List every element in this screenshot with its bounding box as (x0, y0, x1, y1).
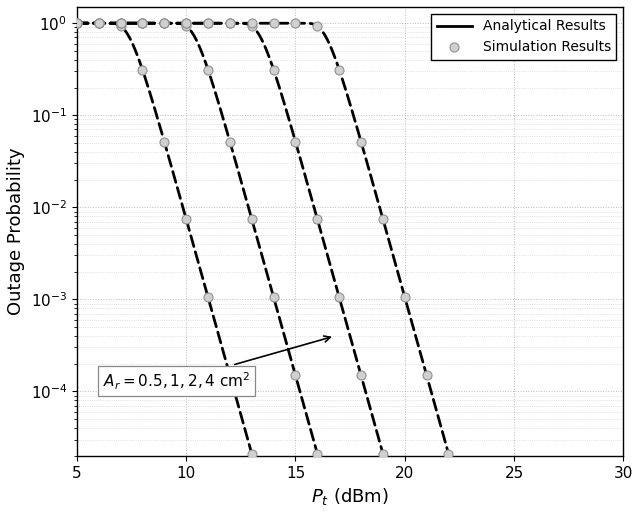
Legend: Analytical Results, Simulation Results: Analytical Results, Simulation Results (431, 14, 616, 60)
X-axis label: $P_t$ (dBm): $P_t$ (dBm) (311, 486, 389, 507)
Y-axis label: Outage Probability: Outage Probability (7, 148, 25, 315)
Text: $A_r = 0.5, 1, 2, 4$ cm$^2$: $A_r = 0.5, 1, 2, 4$ cm$^2$ (103, 336, 330, 392)
